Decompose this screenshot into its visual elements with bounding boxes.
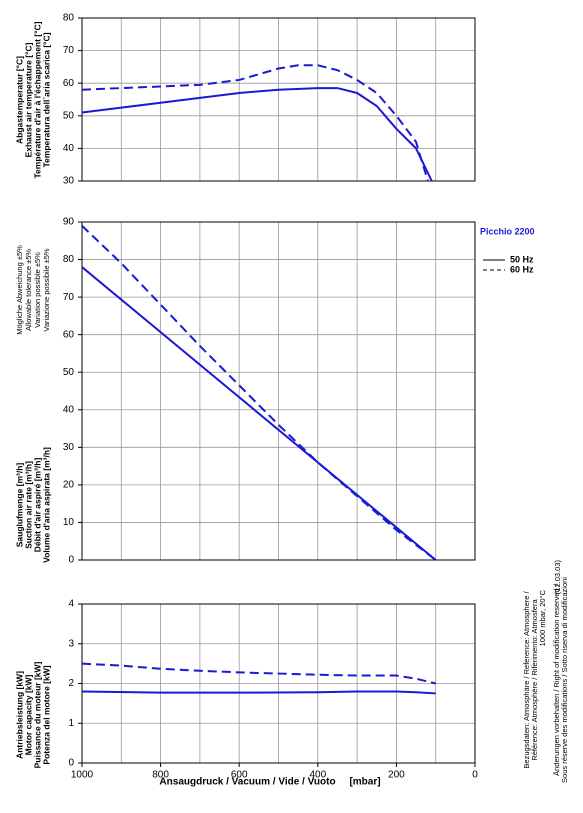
y-tick-label: 0 [68,758,74,769]
y-tick-label: 30 [63,442,75,453]
y-tick-label: 40 [63,143,75,154]
y-axis-label: Volume d'aria aspirata [m³/h] [41,447,51,563]
y-tick-label: 60 [63,329,75,340]
y-tick-label: 90 [63,217,75,228]
y-tick-label: 10 [63,517,75,528]
y-tick-label: 70 [63,45,75,56]
y-tick-label: 2 [68,678,74,689]
tolerance-note: Variazione possibile ±5% [42,248,51,332]
y-axis-label: Potenza del motore [kW] [41,665,51,764]
x-tick-label: 400 [309,770,326,781]
y-tick-label: 50 [63,367,75,378]
plot-frame [81,603,476,764]
y-axis-label: Exhaust air temperature [°C] [23,42,33,157]
y-axis-label: Température d'air à l'échappement [°C] [32,21,42,178]
x-tick-label: 1000 [71,770,94,781]
side-note: 1000 mbar, 20°C [538,589,547,646]
series-line [81,662,436,685]
y-tick-label: 80 [63,254,75,265]
plot-frame [81,17,476,182]
y-axis-label: Sauglufmenge [m³/h] [14,463,24,548]
tolerance-note: Mögliche Abweichung ±5% [15,245,24,335]
y-axis-label: Puissance du moteur [kW] [32,661,42,768]
y-tick-label: 80 [63,13,75,24]
side-note: Référence: Atmosphère / Riferimento: Atm… [530,599,539,761]
tolerance-note: Variation possible ±5% [33,252,42,328]
x-tick-label: 600 [231,770,248,781]
y-axis-label: Motor capacity [kW] [23,674,33,755]
y-axis-label: Temperatura dell´aria scarica [°C] [41,32,51,167]
y-tick-label: 70 [63,292,75,303]
y-axis-label: Suction air rate [m³/h] [23,461,33,549]
legend-label: 50 Hz [510,254,534,264]
series-line [81,64,429,182]
side-note: Sous réserve des modifications / Sotto r… [560,577,569,783]
x-tick-label: 0 [472,770,478,781]
y-tick-label: 50 [63,110,75,121]
x-tick-label: 200 [388,770,405,781]
side-note: Änderungen vorbehalten / Right of modifi… [552,583,561,776]
y-tick-label: 60 [63,78,75,89]
side-note: (12.03.03) [553,560,562,595]
y-tick-label: 1 [68,718,74,729]
y-tick-label: 20 [63,480,75,491]
plot-frame [81,221,476,561]
y-axis-label: Antriebsleistung [kW] [14,671,24,759]
x-tick-label: 800 [152,770,169,781]
y-axis-label: Abgastemperatur [°C] [14,56,24,144]
legend-label: 60 Hz [510,264,534,274]
y-tick-label: 3 [68,638,74,649]
series-line [81,266,437,561]
series-line [81,690,436,695]
y-axis-label: Débit d'air aspiré [m³/h] [32,458,42,553]
tolerance-note: Allowable tolerance ±5% [24,249,33,331]
x-axis-label: Ansaugdruck / Vacuum / Vide / Vuoto [mba… [159,777,380,788]
series-line [81,225,437,561]
side-note: Bezugsdaten: Atmosphäre / Reference: Atm… [522,590,531,768]
y-tick-label: 30 [63,176,75,187]
legend-title: Picchio 2200 [480,226,535,236]
series-line [81,87,433,182]
y-tick-label: 40 [63,404,75,415]
y-tick-label: 4 [68,599,74,610]
y-tick-label: 0 [68,555,74,566]
